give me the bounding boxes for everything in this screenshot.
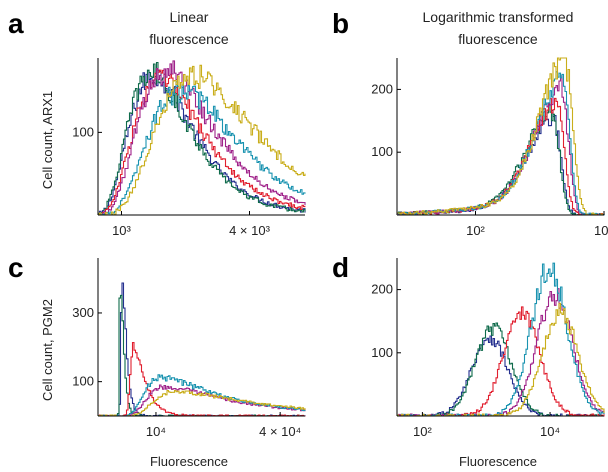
panel-b-y-tick-label-1: 100 — [371, 144, 393, 159]
panel-b-series-6-histogram — [397, 57, 604, 216]
panel-a-series-2-histogram — [98, 61, 306, 216]
panel-d-series-3-histogram — [397, 306, 605, 417]
panel-a-series-3-histogram — [98, 69, 306, 216]
panel-b-x-tick-label-2: 10⁴ — [594, 223, 608, 238]
panel-c-series-2-histogram — [98, 294, 305, 417]
panel-b-title-line-1: Logarithmic transformed — [423, 9, 574, 25]
panel-a-series-6-histogram — [98, 64, 306, 216]
panel-a-title-line-1: Linear — [170, 9, 209, 25]
panel-c-y-tick-label-2: 300 — [72, 305, 94, 320]
panel-c-series-6-histogram — [98, 389, 306, 417]
panel-label-c: c — [8, 252, 24, 283]
panel-a-title-line-2: fluorescence — [149, 31, 229, 47]
panel-a-y-tick-label-1: 100 — [72, 124, 94, 139]
panel-label-b: b — [332, 8, 349, 39]
panel-a-plot: 100 10³ 4 × 10³ — [72, 58, 306, 238]
panel-c-ylabel: Cell count, PGM2 — [40, 299, 55, 401]
panel-d-series-1-histogram — [397, 335, 604, 417]
panel-a-series-5-histogram — [98, 81, 306, 216]
panel-d-xlabel: Fluorescence — [459, 454, 537, 469]
panel-c-x-tick-label-1: 10⁴ — [146, 424, 166, 439]
panel-a-ylabel: Cell count, ARX1 — [40, 91, 55, 189]
panel-c-plot: 100 300 10⁴ 4 × 10⁴ — [72, 258, 306, 439]
panel-d-series-6-histogram — [397, 302, 605, 417]
panel-d-x-tick-label-1: 10² — [413, 424, 432, 439]
panel-d-x-tick-label-2: 10⁴ — [540, 424, 560, 439]
panel-c-series-4-histogram — [98, 384, 306, 417]
panel-d-y-tick-label-2: 200 — [371, 282, 393, 297]
panel-d-y-tick-label-1: 100 — [371, 345, 393, 360]
panel-d-plot: 100 200 10² 10⁴ — [371, 258, 605, 439]
panel-d-series-5-histogram — [397, 262, 605, 417]
panel-b-x-tick-label-1: 10² — [466, 223, 485, 238]
panel-c-xlabel: Fluorescence — [150, 454, 228, 469]
panel-c-y-tick-label-1: 100 — [72, 374, 94, 389]
panel-b-title-line-2: fluorescence — [458, 31, 538, 47]
panel-a-x-tick-label-2: 4 × 10³ — [229, 223, 271, 238]
panel-label-a: a — [8, 8, 24, 39]
panel-b-plot: 100 200 10² 10⁴ — [371, 57, 608, 238]
panel-a-series-4-histogram — [98, 60, 306, 216]
panel-a-x-tick-label-1: 10³ — [112, 223, 131, 238]
panel-b-y-tick-label-2: 200 — [371, 81, 393, 96]
panel-label-d: d — [332, 252, 349, 283]
panel-c-x-tick-label-2: 4 × 10⁴ — [259, 424, 301, 439]
